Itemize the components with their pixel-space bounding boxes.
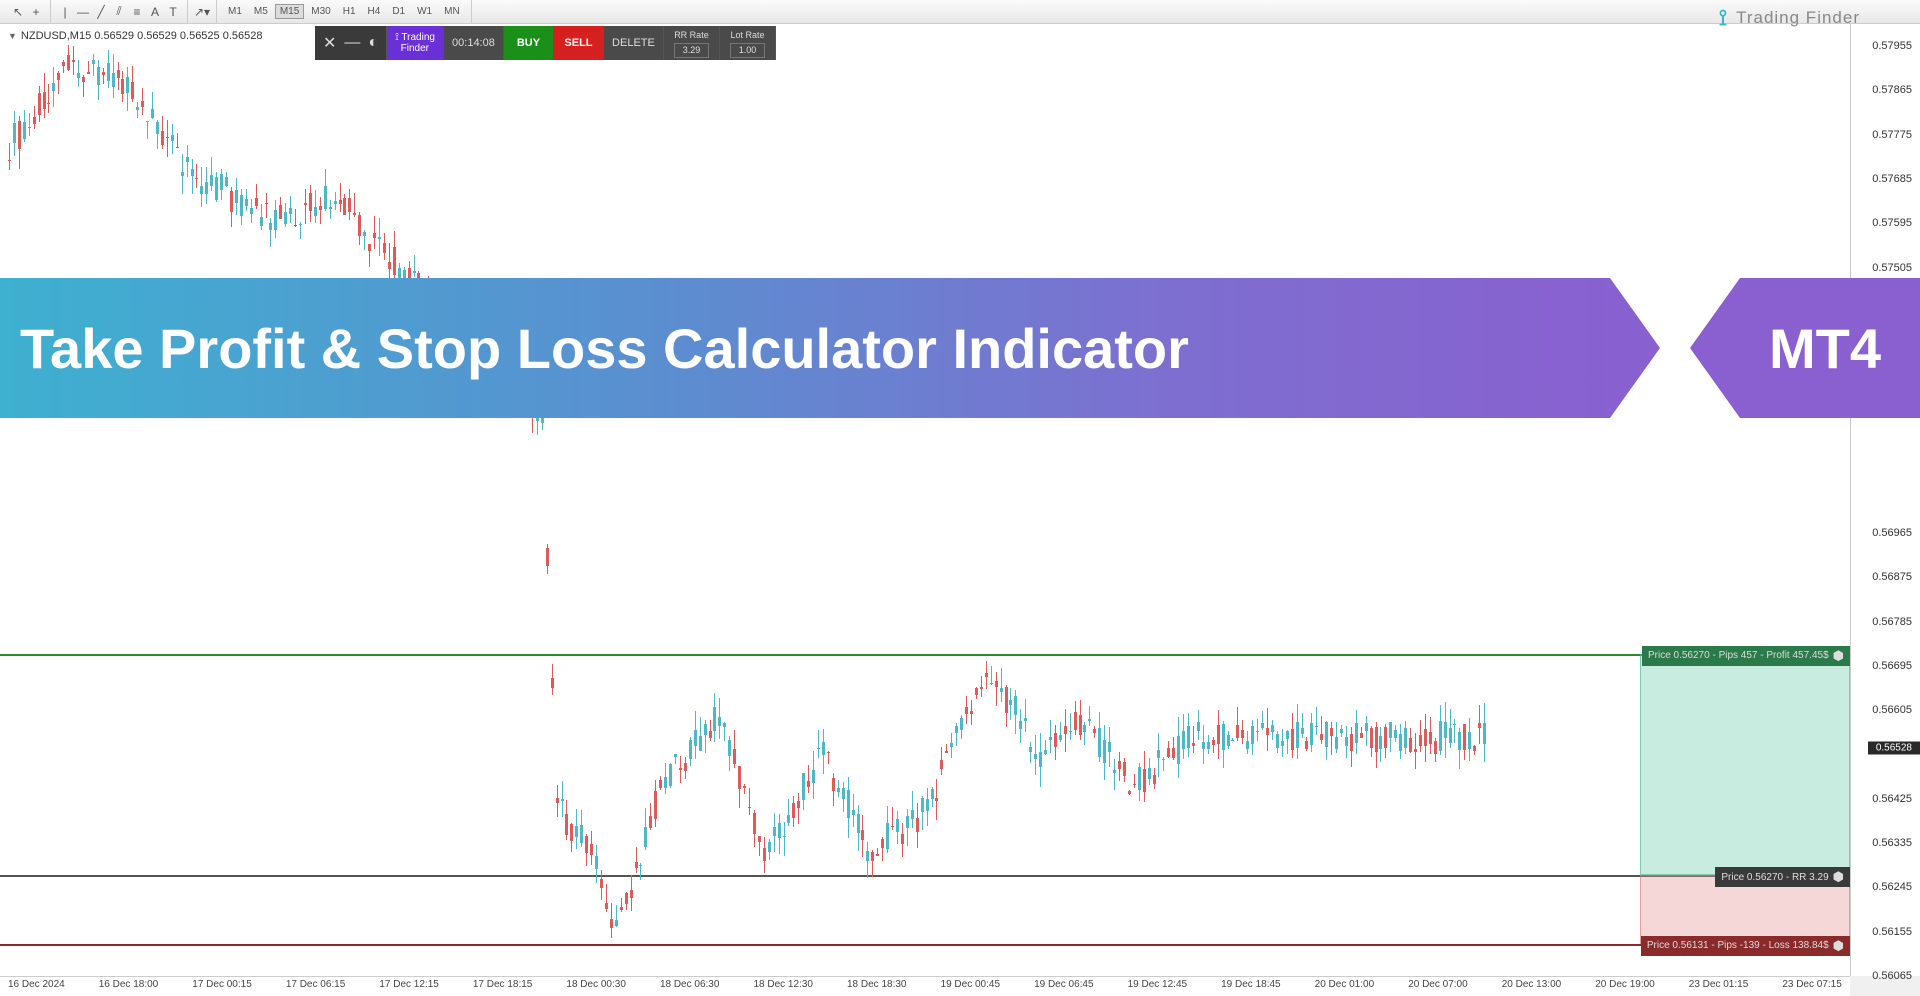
time-tick: 16 Dec 2024 bbox=[8, 979, 65, 994]
price-tick: 0.57685 bbox=[1872, 173, 1912, 185]
timeframe-h4[interactable]: H4 bbox=[363, 4, 386, 19]
time-tick: 19 Dec 18:45 bbox=[1221, 979, 1281, 994]
time-tick: 19 Dec 00:45 bbox=[941, 979, 1001, 994]
take-profit-zone[interactable] bbox=[1640, 654, 1850, 875]
price-tick: 0.56245 bbox=[1872, 881, 1912, 893]
main-toolbar: ↖ + | — ╱ ⫽ ≡ A T ↗▾ M1M5M15M30H1H4D1W1M… bbox=[0, 0, 1920, 24]
hline-icon[interactable]: — bbox=[75, 4, 91, 20]
time-tick: 18 Dec 06:30 bbox=[660, 979, 720, 994]
time-tick: 17 Dec 18:15 bbox=[473, 979, 533, 994]
misc-tools: ↗▾ bbox=[188, 0, 217, 23]
price-tick: 0.56785 bbox=[1872, 616, 1912, 628]
price-tick: 0.56425 bbox=[1872, 793, 1912, 805]
price-tick: 0.56335 bbox=[1872, 837, 1912, 849]
buy-button[interactable]: BUY bbox=[504, 26, 554, 60]
time-tick: 16 Dec 18:00 bbox=[99, 979, 159, 994]
timeframe-m1[interactable]: M1 bbox=[223, 4, 247, 19]
price-tick: 0.57955 bbox=[1872, 40, 1912, 52]
current-price-marker: 0.56528 bbox=[1868, 742, 1920, 755]
theme-icon[interactable]: ◐ bbox=[368, 34, 378, 52]
toolbar-controls: ✕ — ◐ bbox=[315, 26, 387, 60]
sell-button[interactable]: SELL bbox=[554, 26, 604, 60]
time-tick: 18 Dec 12:30 bbox=[753, 979, 813, 994]
brand-watermark: ⟟ Trading Finder bbox=[1719, 0, 1860, 36]
draw-tools: | — ╱ ⫽ ≡ A T bbox=[51, 0, 188, 23]
time-tick: 20 Dec 01:00 bbox=[1315, 979, 1375, 994]
price-tick: 0.57595 bbox=[1872, 217, 1912, 229]
time-tick: 23 Dec 07:15 bbox=[1782, 979, 1842, 994]
timeframe-m30[interactable]: M30 bbox=[306, 4, 335, 19]
price-tick: 0.57775 bbox=[1872, 129, 1912, 141]
symbol-header: NZDUSD,M15 0.56529 0.56529 0.56525 0.565… bbox=[8, 30, 262, 42]
timeframe-h1[interactable]: H1 bbox=[338, 4, 361, 19]
price-tick: 0.56875 bbox=[1872, 571, 1912, 583]
price-tick: 0.57505 bbox=[1872, 262, 1912, 274]
lot-label: Lot Rate bbox=[730, 29, 764, 42]
drag-handle-icon[interactable]: ⬢ bbox=[1833, 648, 1844, 664]
timeframe-m15[interactable]: M15 bbox=[275, 4, 304, 19]
price-tick: 0.56695 bbox=[1872, 660, 1912, 672]
time-tick: 18 Dec 00:30 bbox=[566, 979, 626, 994]
cursor-icon[interactable]: ↖ bbox=[10, 4, 26, 20]
time-tick: 20 Dec 13:00 bbox=[1502, 979, 1562, 994]
time-tick: 17 Dec 06:15 bbox=[286, 979, 346, 994]
channel-icon[interactable]: ⫽ bbox=[111, 4, 127, 20]
label-icon[interactable]: T bbox=[165, 4, 181, 20]
time-tick: 17 Dec 12:15 bbox=[379, 979, 439, 994]
entry-label[interactable]: Price 0.56270 - RR 3.29⬢ bbox=[1715, 867, 1850, 887]
banner-title: Take Profit & Stop Loss Calculator Indic… bbox=[0, 278, 1660, 418]
close-icon[interactable]: ✕ bbox=[323, 33, 336, 53]
horizontal-line[interactable] bbox=[0, 944, 1850, 946]
countdown-timer: 00:14:08 bbox=[444, 26, 504, 60]
delete-button[interactable]: DELETE bbox=[604, 26, 664, 60]
time-tick: 23 Dec 01:15 bbox=[1689, 979, 1749, 994]
time-tick: 19 Dec 12:45 bbox=[1128, 979, 1188, 994]
brand-name: Trading Finder bbox=[1736, 8, 1860, 28]
lot-rate-box: Lot Rate 1.00 bbox=[720, 26, 776, 60]
minimize-icon[interactable]: — bbox=[344, 34, 360, 52]
timeframe-buttons: M1M5M15M30H1H4D1W1MN bbox=[217, 0, 472, 23]
time-tick: 20 Dec 19:00 bbox=[1595, 979, 1655, 994]
timeframe-d1[interactable]: D1 bbox=[387, 4, 410, 19]
title-banner: Take Profit & Stop Loss Calculator Indic… bbox=[0, 278, 1920, 418]
sl-label[interactable]: Price 0.56131 - Pips -139 - Loss 138.84$… bbox=[1641, 936, 1850, 956]
drag-handle-icon[interactable]: ⬢ bbox=[1833, 938, 1844, 954]
time-tick: 19 Dec 06:45 bbox=[1034, 979, 1094, 994]
text-icon[interactable]: A bbox=[147, 4, 163, 20]
price-tick: 0.56965 bbox=[1872, 527, 1912, 539]
trendline-icon[interactable]: ╱ bbox=[93, 4, 109, 20]
rr-rate-box: RR Rate 3.29 bbox=[664, 26, 720, 60]
vline-icon[interactable]: | bbox=[57, 4, 73, 20]
chart-canvas[interactable]: Price 0.56270 - Pips 457 - Profit 457.45… bbox=[0, 24, 1850, 976]
crosshair-icon[interactable]: + bbox=[28, 4, 44, 20]
timeframe-mn[interactable]: MN bbox=[439, 4, 465, 19]
fibo-icon[interactable]: ≡ bbox=[129, 4, 145, 20]
indicator-toolbar: ✕ — ◐ ⟟ Trading Finder 00:14:08 BUY SELL… bbox=[315, 26, 776, 60]
time-tick: 18 Dec 18:30 bbox=[847, 979, 907, 994]
time-tick: 17 Dec 00:15 bbox=[192, 979, 252, 994]
time-axis: 16 Dec 2024 16 Dec 18:00 17 Dec 00:15 17 De… bbox=[0, 976, 1850, 996]
timeframe-m5[interactable]: M5 bbox=[249, 4, 273, 19]
drag-handle-icon[interactable]: ⬢ bbox=[1833, 869, 1844, 885]
price-tick: 0.56155 bbox=[1872, 926, 1912, 938]
price-tick: 0.56065 bbox=[1872, 970, 1912, 982]
horizontal-line[interactable] bbox=[0, 654, 1850, 656]
price-tick: 0.57865 bbox=[1872, 84, 1912, 96]
timeframe-w1[interactable]: W1 bbox=[412, 4, 437, 19]
horizontal-line[interactable] bbox=[0, 875, 1850, 877]
brand-icon: ⟟ bbox=[1719, 5, 1728, 31]
time-tick: 20 Dec 07:00 bbox=[1408, 979, 1468, 994]
tp-label[interactable]: Price 0.56270 - Pips 457 - Profit 457.45… bbox=[1642, 646, 1850, 666]
cursor-tools: ↖ + bbox=[4, 0, 51, 23]
rr-value: 3.29 bbox=[674, 43, 710, 58]
price-tick: 0.56605 bbox=[1872, 704, 1912, 716]
lot-value: 1.00 bbox=[730, 43, 766, 58]
rr-label: RR Rate bbox=[674, 29, 709, 42]
chart-area[interactable]: NZDUSD,M15 0.56529 0.56529 0.56525 0.565… bbox=[0, 24, 1920, 976]
indicator-logo: ⟟ Trading Finder bbox=[387, 26, 444, 60]
price-axis: 0.57955 0.57865 0.57775 0.57685 0.57595 0.575… bbox=[1850, 24, 1920, 976]
arrow-icon[interactable]: ↗▾ bbox=[194, 4, 210, 20]
banner-tag: MT4 bbox=[1690, 278, 1920, 418]
